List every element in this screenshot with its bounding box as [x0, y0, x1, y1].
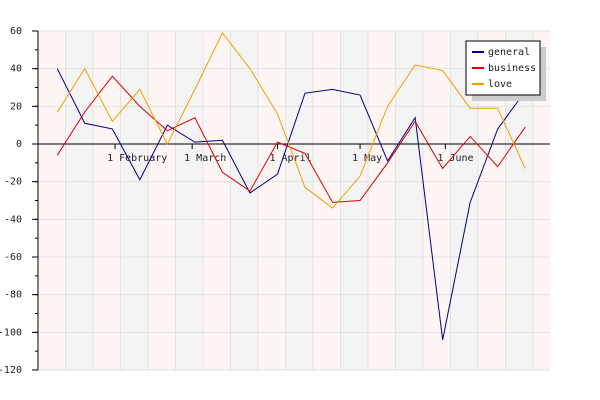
- y-tick-label: -40: [4, 214, 22, 225]
- y-tick-label: -20: [4, 177, 22, 188]
- background-band: [395, 31, 423, 370]
- background-band: [313, 31, 341, 370]
- y-tick-label: 60: [10, 26, 22, 37]
- y-tick-label: -60: [4, 252, 22, 263]
- background-band: [38, 31, 66, 370]
- y-tick-label: -120: [0, 365, 22, 376]
- background-band: [175, 31, 203, 370]
- legend-label: business: [488, 63, 536, 74]
- y-tick-label: 40: [10, 64, 22, 75]
- background-band: [148, 31, 176, 370]
- x-tick-label: 1 April: [269, 153, 311, 164]
- background-band: [285, 31, 313, 370]
- legend-label: general: [488, 47, 530, 58]
- background-band: [203, 31, 231, 370]
- background-band: [258, 31, 286, 370]
- series-line: [56, 31, 526, 209]
- background-band: [423, 31, 451, 370]
- background-band: [65, 31, 93, 370]
- series-line: [56, 68, 526, 340]
- y-tick-label: -100: [0, 327, 22, 338]
- x-tick-label: 1 March: [184, 153, 226, 164]
- series-line: [56, 75, 526, 203]
- y-tick-label: -80: [4, 290, 22, 301]
- legend-label: love: [488, 79, 512, 90]
- background-band: [368, 31, 396, 370]
- background-band: [230, 31, 258, 370]
- x-tick-label: 1 February: [107, 153, 167, 164]
- background-band: [93, 31, 121, 370]
- y-tick-label: 0: [16, 139, 22, 150]
- y-tick-label: 20: [10, 101, 22, 112]
- background-band: [533, 31, 550, 370]
- x-tick-label: 1 June: [437, 153, 473, 164]
- background-band: [120, 31, 148, 370]
